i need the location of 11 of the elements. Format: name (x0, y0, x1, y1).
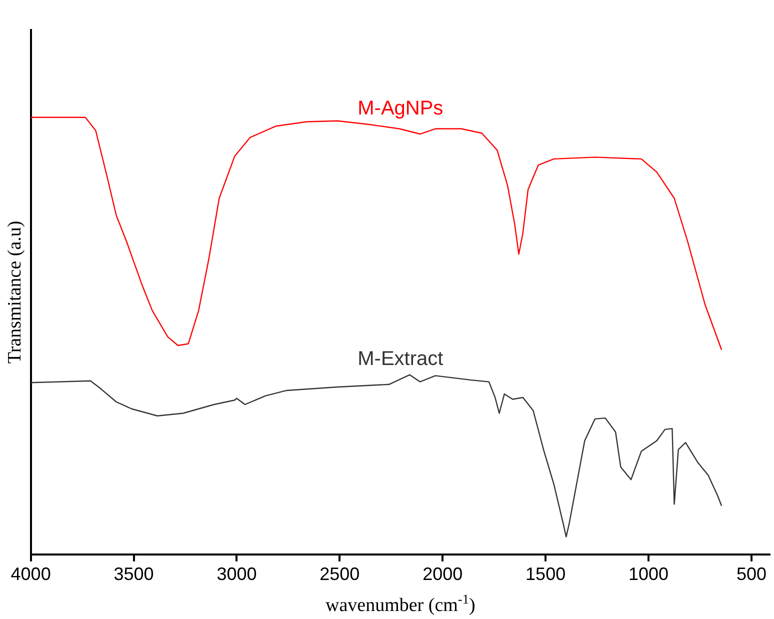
x-tick-label: 3500 (114, 564, 154, 584)
x-tick-label: 1500 (526, 564, 566, 584)
x-tick-label: 4000 (10, 564, 51, 584)
y-axis-title: Transmitance (a.u) (4, 220, 26, 364)
series-label: M-Extract (358, 348, 444, 370)
x-tick-label: 2500 (320, 564, 360, 584)
series-label: M-AgNPs (358, 97, 444, 120)
x-tick-label: 2000 (422, 564, 463, 584)
x-tick-label: 500 (736, 564, 766, 584)
x-tick-label: 1000 (628, 564, 669, 584)
x-tick-label: 3000 (216, 564, 257, 584)
